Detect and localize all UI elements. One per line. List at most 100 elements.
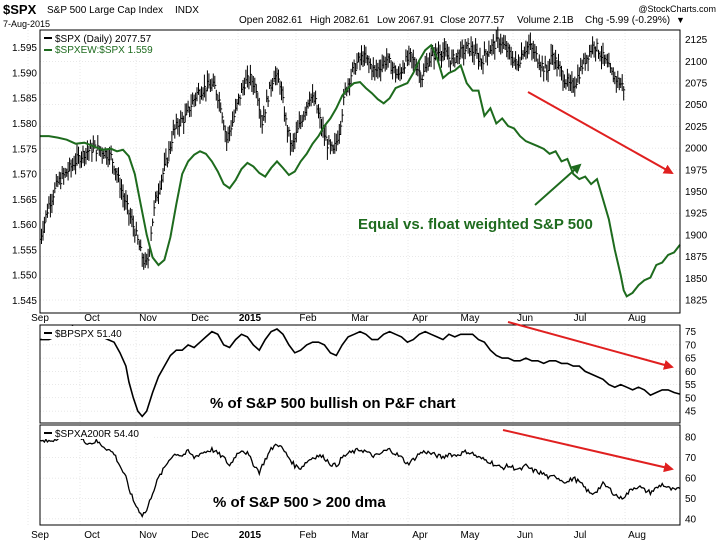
bpspx-legend-bg — [42, 326, 132, 339]
main-panel-border — [39, 29, 681, 314]
axis-tick-label: 1.575 — [12, 144, 37, 155]
x-axis-label: Aug — [628, 530, 646, 541]
x-axis-label: Mar — [351, 313, 369, 324]
axis-tick-label: 2125 — [685, 35, 708, 46]
legend-spxa200r: $SPXA200R 54.40 — [55, 429, 139, 440]
x-axis-labels: Sep Oct Nov Dec 2015 Feb Mar Apr May Jun Jul Aug Sep… — [31, 313, 646, 541]
x-axis-label: Apr — [412, 313, 428, 324]
header-low: Low 2067.91 — [377, 15, 435, 26]
x-axis-label: Sep — [31, 313, 49, 324]
axis-tick-label: 75 — [685, 327, 697, 338]
axis-tick-label: 60 — [685, 474, 697, 485]
axis-tick-label: 1.570 — [12, 170, 37, 181]
x-axis-label: Jul — [574, 313, 587, 324]
x-axis-label: 2015 — [239, 530, 262, 541]
x-axis-label: Oct — [84, 530, 100, 541]
x-axis-label: Sep — [31, 530, 49, 541]
axis-tick-label: 50 — [685, 494, 697, 505]
header-change: Chg -5.99 (-0.29%) — [585, 15, 670, 26]
header-date: 7-Aug-2015 — [3, 19, 50, 29]
axis-tick-label: 2000 — [685, 144, 708, 155]
x-axis-label: Aug — [628, 313, 646, 324]
spx-price-bars — [39, 26, 626, 270]
axis-tick-label: 1925 — [685, 209, 708, 220]
x-axis-label: Oct — [84, 313, 100, 324]
legend-ratio: $SPXEW:$SPX 1.559 — [55, 45, 153, 56]
x-axis-label: 2015 — [239, 313, 262, 324]
axis-tick-label: 40 — [685, 514, 697, 525]
axis-tick-label: 1850 — [685, 274, 708, 285]
x-axis-label: Jul — [574, 530, 587, 541]
spxa200r-right-axis: 80 70 60 50 40 — [685, 433, 697, 526]
axis-tick-label: 2100 — [685, 57, 708, 68]
x-axis-label: Feb — [299, 313, 317, 324]
x-axis-label: Mar — [351, 530, 369, 541]
axis-tick-label: 2050 — [685, 100, 708, 111]
main-annotation: Equal vs. float weighted S&P 500 — [358, 216, 593, 233]
header-close: Close 2077.57 — [440, 15, 505, 26]
x-axis-label: May — [461, 530, 480, 541]
main-panel-grid — [27, 30, 680, 313]
axis-tick-label: 1825 — [685, 296, 708, 307]
header-open: Open 2082.61 — [239, 15, 303, 26]
axis-tick-label: 2025 — [685, 122, 708, 133]
axis-tick-label: 1875 — [685, 252, 708, 263]
main-legend-bg — [42, 31, 192, 55]
axis-tick-label: 70 — [685, 453, 697, 464]
axis-tick-label: 1.590 — [12, 69, 37, 80]
header-symbol: $SPX — [3, 2, 37, 17]
header-name: S&P 500 Large Cap Index — [47, 5, 163, 16]
bpspx-panel-grid — [27, 325, 680, 423]
axis-tick-label: 55 — [685, 380, 697, 391]
x-axis-label: Nov — [139, 313, 157, 324]
header-high: High 2082.61 — [310, 15, 370, 26]
axis-tick-label: 2075 — [685, 79, 708, 90]
axis-tick-label: 1.595 — [12, 43, 37, 54]
x-axis-label: Dec — [191, 313, 209, 324]
x-axis-label: Dec — [191, 530, 209, 541]
axis-tick-label: 1.585 — [12, 94, 37, 105]
header-change-marker: ▼ — [676, 15, 685, 25]
axis-tick-label: 80 — [685, 433, 697, 444]
axis-tick-label: 50 — [685, 393, 697, 404]
legend-spx: $SPX (Daily) 2077.57 — [55, 34, 152, 45]
x-axis-label: Apr — [412, 530, 428, 541]
spxa200r-legend-bg — [42, 426, 152, 439]
axis-tick-label: 1.550 — [12, 271, 37, 282]
axis-tick-label: 45 — [685, 407, 697, 418]
axis-tick-label: 1.545 — [12, 296, 37, 307]
x-axis-label: Feb — [299, 530, 317, 541]
x-axis-label: Nov — [139, 530, 157, 541]
axis-tick-label: 60 — [685, 367, 697, 378]
main-left-axis: 1.595 1.590 1.585 1.580 1.575 1.570 1.565 1.560… — [12, 43, 37, 307]
main-right-axis: 2125 2100 2075 2050 2025 2000 1975 1950 1925 1900… — [685, 35, 708, 307]
axis-tick-label: 1.565 — [12, 195, 37, 206]
watermark: @StockCharts.com — [638, 4, 716, 14]
axis-tick-label: 1950 — [685, 187, 708, 198]
axis-tick-label: 65 — [685, 354, 697, 365]
bpspx-trend-arrow — [507, 321, 674, 370]
spxa200r-annotation: % of S&P 500 > 200 dma — [213, 494, 386, 511]
bpspx-panel-border — [39, 324, 681, 424]
header-exchange: INDX — [175, 5, 199, 16]
spxa200r-panel-border — [39, 424, 681, 526]
spxa200r-line — [39, 428, 681, 518]
axis-tick-label: 1900 — [685, 230, 708, 241]
header-volume: Volume 2.1B — [517, 15, 574, 26]
bpspx-right-axis: 75 70 65 60 55 50 45 — [685, 327, 697, 418]
axis-tick-label: 1.555 — [12, 245, 37, 256]
axis-tick-label: 70 — [685, 340, 697, 351]
main-trend-arrow — [527, 91, 674, 174]
axis-tick-label: 1.560 — [12, 220, 37, 231]
axis-tick-label: 1.580 — [12, 119, 37, 130]
spxa200r-trend-arrow — [502, 429, 674, 473]
spxew-ratio-line — [40, 43, 681, 298]
annotation-pointer-arrow — [534, 163, 582, 206]
axis-tick-label: 1975 — [685, 165, 708, 176]
bpspx-annotation: % of S&P 500 bullish on P&F chart — [210, 395, 456, 412]
x-axis-label: Jun — [517, 313, 533, 324]
legend-bpspx: $BPSPX 51.40 — [55, 329, 122, 340]
bpspx-line — [40, 325, 681, 418]
x-axis-label: Jun — [517, 530, 533, 541]
